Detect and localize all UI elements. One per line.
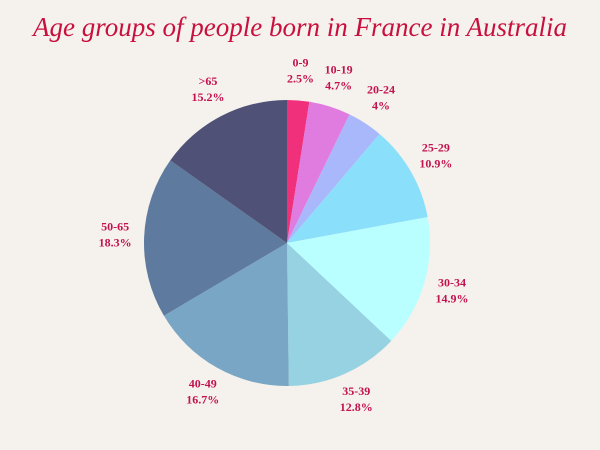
slice-category-label: 50-65: [101, 220, 129, 234]
slice-category-label: 10-19: [325, 63, 353, 77]
pie-slice: [163, 243, 289, 386]
slice-value-label: 12.8%: [340, 400, 373, 414]
pie-slice: [287, 100, 310, 243]
slice-value-label: 16.7%: [186, 393, 219, 407]
pie-slice: [287, 114, 380, 244]
slice-category-label: 40-49: [189, 377, 217, 391]
pie-slice: [287, 133, 428, 243]
slice-value-label: 4%: [372, 99, 390, 113]
pie-slice: [287, 217, 431, 341]
slice-value-label: 2.5%: [287, 71, 314, 85]
slice-value-label: 18.3%: [99, 236, 132, 250]
pie-slice: [170, 100, 287, 243]
chart-title: Age groups of people born in France in A…: [31, 12, 567, 42]
slice-category-label: 30-34: [438, 275, 466, 289]
slice-value-label: 4.7%: [325, 79, 352, 93]
slice-value-label: 14.9%: [436, 291, 469, 305]
pie-slice: [287, 243, 392, 386]
pie-slice: [287, 101, 350, 244]
slice-category-label: 35-39: [342, 384, 370, 398]
slice-value-label: 15.2%: [191, 90, 224, 104]
slice-category-label: 0-9: [292, 55, 308, 69]
slice-category-label: 25-29: [422, 141, 450, 155]
slice-category-label: 20-24: [367, 83, 395, 97]
slice-value-label: 10.9%: [419, 157, 452, 171]
pie-slice: [144, 160, 287, 316]
slice-category-label: >65: [199, 74, 218, 88]
